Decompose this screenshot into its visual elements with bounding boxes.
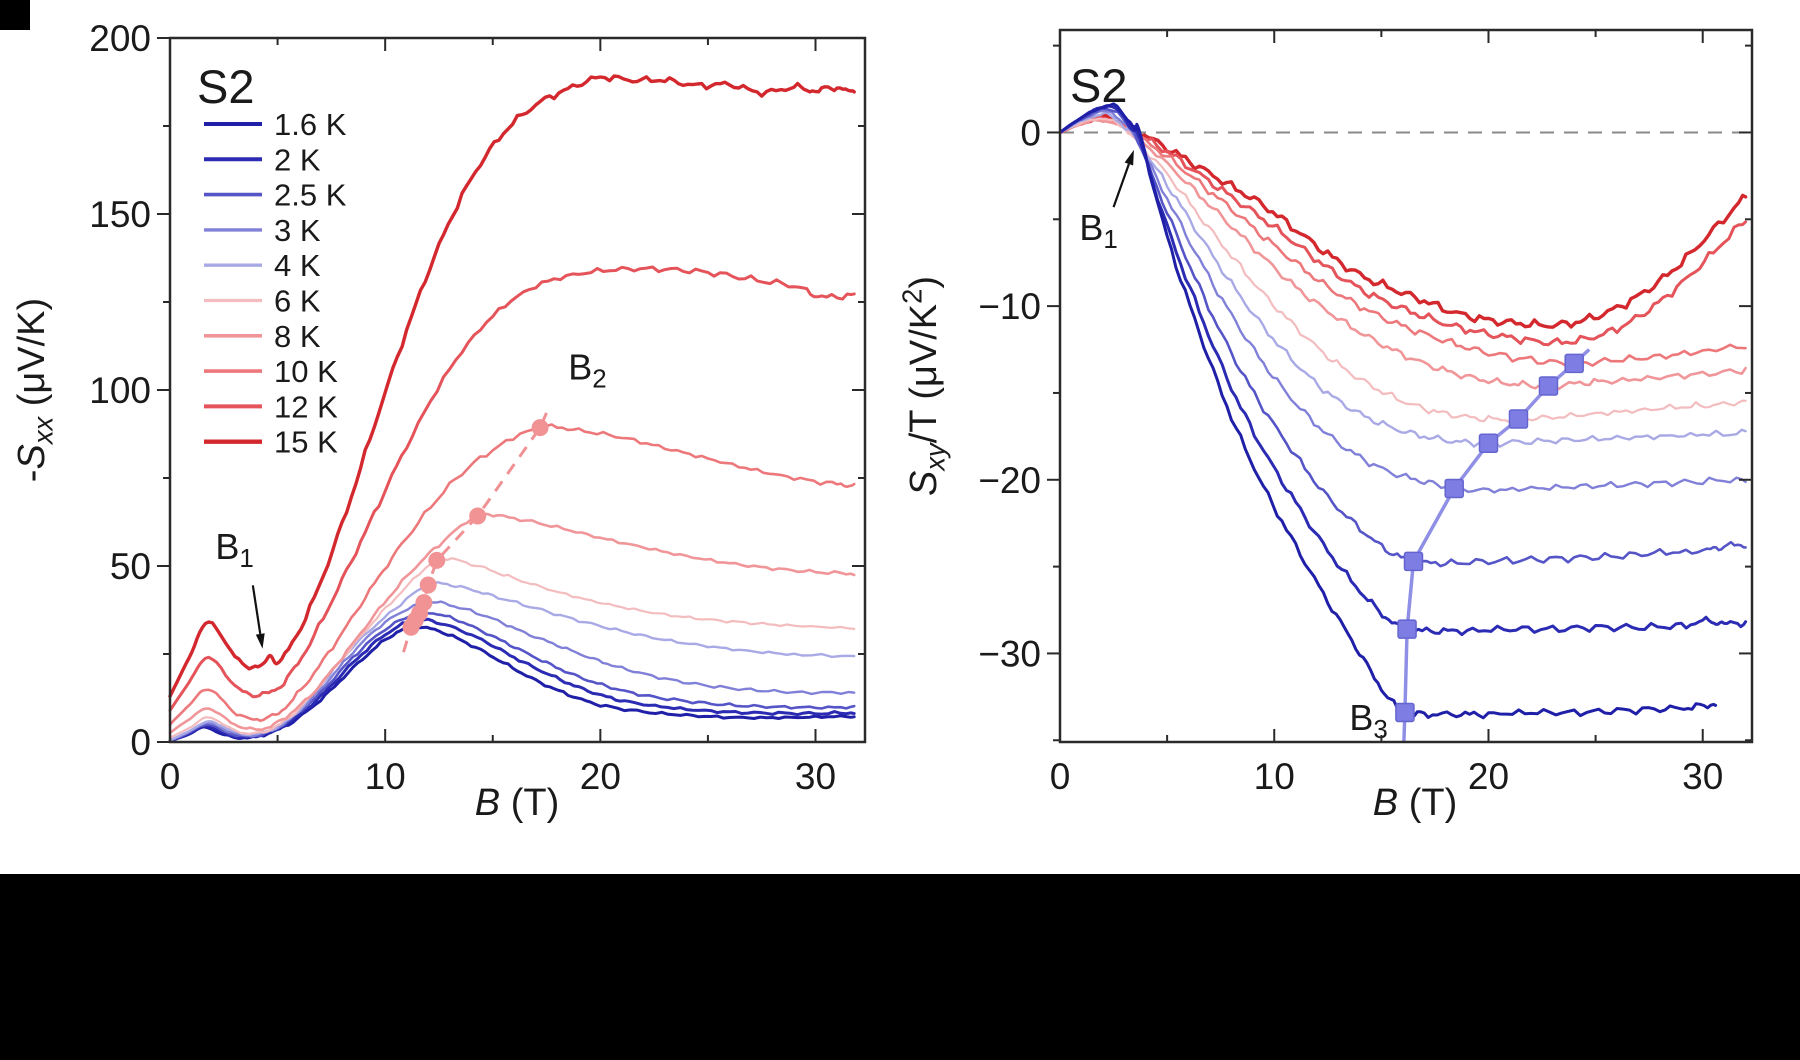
curve-12-K: [1058, 116, 1748, 347]
nernst-panel: B3 B1 0 10 20 30 0 −10 −20 −30 B (T) Sxy/T (μV/K2) S…: [897, 0, 1800, 874]
x-axis-title: B (T): [475, 782, 559, 824]
axis-frame: [1058, 28, 1754, 744]
y-tick-label: 150: [89, 194, 151, 235]
curve-10-K: [168, 423, 856, 726]
b3-marker: [1403, 551, 1424, 572]
annotation-arrow-head: [255, 633, 265, 649]
b3-connector-line: [1402, 348, 1591, 742]
y-axis-title: -Sxx (μV/K): [11, 298, 58, 482]
nernst-chart: B3 B1 0 10 20 30 0 −10 −20 −30 B (T) Sxy/T (μV/K2) S…: [897, 28, 1754, 824]
panel-title: S2: [1070, 59, 1128, 112]
letterbox-bottom: [0, 874, 1800, 1060]
b2-label: B2: [568, 346, 606, 393]
legend-label: 15 K: [274, 425, 338, 460]
curve-2-5-K: [168, 610, 856, 742]
b3-marker: [1444, 478, 1464, 499]
y-tick-label: 200: [89, 18, 151, 59]
legend-label: 2 K: [274, 142, 321, 177]
b2-marker: [419, 576, 437, 594]
curve-12-K: [168, 265, 856, 712]
b2-marker: [469, 507, 487, 525]
x-tick-label: 30: [795, 756, 836, 797]
legend-label: 1.6 K: [274, 107, 347, 142]
x-tick-label: 20: [1468, 756, 1509, 797]
legend-label: 8 K: [274, 319, 321, 354]
curve-15-K: [168, 74, 856, 698]
b3-marker: [1538, 376, 1559, 396]
x-tick-label: 0: [160, 756, 181, 797]
x-axis-title: B (T): [1373, 782, 1457, 824]
panel-title: S2: [197, 60, 255, 113]
legend-label: 2.5 K: [274, 178, 347, 213]
curve-2-K: [168, 617, 856, 743]
x-tick-label: 10: [365, 756, 406, 797]
y-tick-label: 100: [89, 370, 151, 411]
b3-marker: [1397, 619, 1417, 639]
legend-label: 4 K: [274, 248, 321, 283]
b3-label: B3: [1349, 697, 1387, 744]
legend-label: 10 K: [274, 354, 338, 389]
y-tick-label: −10: [978, 286, 1041, 327]
b2-marker: [428, 551, 446, 569]
legend-label: 3 K: [274, 213, 321, 248]
y-tick-label: 50: [110, 546, 151, 587]
curve-10-K: [1058, 117, 1747, 369]
x-tick-label: 0: [1050, 756, 1071, 797]
y-tick-label: −20: [978, 460, 1041, 501]
b1-label: B1: [215, 526, 253, 573]
annotation-arrow-line: [251, 585, 262, 635]
seebeck-chart: B2 B1 0 10 20 30 0 50 100 150 200 B (T) -Sxx (μV/K) S…: [11, 18, 867, 824]
curve-8-K: [168, 512, 856, 735]
curve-1-6-K: [1058, 102, 1718, 720]
annotation-arrow-line: [1112, 163, 1130, 208]
x-tick-label: 10: [1254, 756, 1295, 797]
b2-marker: [531, 419, 549, 437]
b3-marker: [1478, 433, 1499, 454]
b3-marker: [1508, 409, 1529, 429]
y-tick-label: 0: [130, 722, 151, 763]
letterbox-corner: [0, 0, 30, 30]
legend-label: 12 K: [274, 389, 338, 424]
annotation-arrow-head: [1124, 149, 1134, 166]
curve-8-K: [1058, 118, 1747, 391]
b1-label: B1: [1079, 207, 1117, 254]
x-tick-label: 30: [1682, 756, 1723, 797]
y-tick-label: 0: [1020, 112, 1041, 153]
b3-marker: [1564, 353, 1584, 374]
seebeck-panel: B2 B1 0 10 20 30 0 50 100 150 200 B (T) -Sxx (μV/K) S…: [0, 0, 900, 874]
y-axis-title: Sxy/T (μV/K2): [900, 276, 950, 496]
curve-4-K: [1058, 111, 1747, 448]
x-tick-label: 20: [580, 756, 621, 797]
curve-3-K: [168, 600, 856, 742]
legend-label: 6 K: [274, 284, 321, 319]
b2-marker: [415, 594, 433, 612]
curve-6-K: [1058, 117, 1747, 424]
b3-marker: [1395, 702, 1415, 723]
y-tick-label: −30: [978, 633, 1041, 674]
